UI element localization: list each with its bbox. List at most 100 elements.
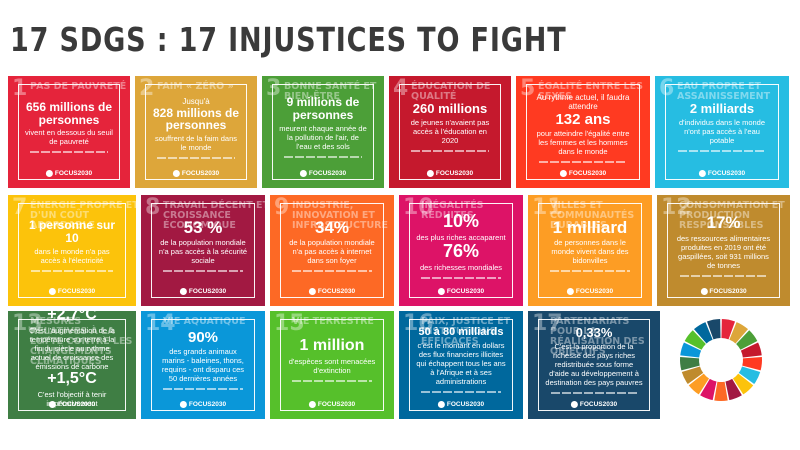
sdg-name: PARTENARIATS POUR LA RÉALISATION DES OBJ… <box>550 316 645 357</box>
sdg-tile-12: 12 CONSOMMATION ET PRODUCTION RESPONSABLE… <box>657 195 790 306</box>
sdg-tile-11: 11 VILLES ET COMMUNAUTÉS DURABLES 1 millia… <box>528 195 652 306</box>
logo-mark-icon <box>179 400 187 408</box>
fact-headline: 828 millions de personnes <box>152 105 240 133</box>
fact-card: 2 milliards d'individus dans le monde n'o… <box>665 84 779 180</box>
fact-text: dans le monde n'a pas accès à l'électric… <box>34 246 110 265</box>
fact-text-2: C'est l'objectif à tenir impérativement <box>37 389 107 408</box>
sdg-name: VILLES ET COMMUNAUTÉS DURABLES <box>550 200 635 231</box>
fact-headline-2: +1,5°C <box>47 370 97 387</box>
sdg-tile-7: 7 ÉNERGIE PROPRE ET D'UN COÛT ABORDABLE 1 … <box>8 195 136 306</box>
sdg-tile-6: 6 EAU PROPRE ET ASSAINISSEMENT 2 milliards… <box>655 76 789 188</box>
sdg-tile-17: 17 PARTENARIATS POUR LA RÉALISATION DES O… <box>528 311 660 419</box>
fact-headline: 132 ans <box>555 110 611 128</box>
fact-card: Jusqu'à 828 millions de personnes souffren… <box>145 84 247 180</box>
fact-text: vivent en dessous du seuil de pauvreté <box>25 128 113 147</box>
wheel-segment <box>680 342 702 358</box>
fact-text: de la population mondiale n'a pas accès … <box>158 238 248 266</box>
sdg-tile-9: 9 INDUSTRIE, INNOVATION ET INFRASTRUCTURE… <box>270 195 394 306</box>
fact-headline: 34% <box>314 217 350 237</box>
logo-mark-icon <box>559 169 567 177</box>
logo-text: FOCUS2030 <box>709 288 747 295</box>
fact-card: 656 millions de personnes vivent en desso… <box>18 84 120 180</box>
wheel-segment <box>706 319 721 340</box>
fact-card: 50 à 80 milliards c'est le montant en dol… <box>409 319 513 411</box>
focus2030-logo: FOCUS2030 <box>700 287 747 295</box>
focus2030-logo: FOCUS2030 <box>45 169 92 177</box>
fact-card: 0,33% C'est la proportion de la richesse … <box>538 319 650 411</box>
logo-text: FOCUS2030 <box>707 170 746 177</box>
fine-print-lines <box>421 276 501 279</box>
sdg-tile-1: 1 PAS DE PAUVRETÉ 656 millions de personne… <box>8 76 130 188</box>
focus2030-logo: FOCUS2030 <box>48 400 96 408</box>
sdg-name: ÉDUCATION DE QUALITÉ <box>411 81 491 102</box>
focus2030-logo: FOCUS2030 <box>426 169 473 177</box>
logo-text: FOCUS2030 <box>575 288 614 295</box>
sdg-wheel-logo <box>680 319 762 401</box>
wheel-segment <box>688 373 710 395</box>
logo-mark-icon <box>48 400 56 408</box>
sdg-number: 9 <box>274 195 290 220</box>
fact-text: de personnes dans le monde vivent dans d… <box>551 238 629 266</box>
logo-mark-icon <box>308 400 316 408</box>
sdg-tile-3: 3 BONNE SANTÉ ET BIEN-ÊTRE 9 millions de p… <box>262 76 384 188</box>
fine-print-lines <box>679 274 768 277</box>
focus2030-logo: FOCUS2030 <box>698 169 746 177</box>
fact-card: 1 personne sur 10 dans le monde n'a pas a… <box>18 203 126 298</box>
fact-text: meurent chaque année de la pollution de … <box>279 123 367 151</box>
fact-headline: +2,7°C <box>47 311 97 324</box>
sdg-number: 8 <box>145 195 161 220</box>
sdg-number: 13 <box>12 311 43 336</box>
wheel-segment <box>736 330 758 350</box>
logo-mark-icon <box>437 400 445 408</box>
sdg-number: 2 <box>139 76 155 101</box>
logo-text: FOCUS2030 <box>317 288 356 295</box>
fact-text: de la population mondiale n'a pas accès … <box>289 238 375 266</box>
focus2030-logo: FOCUS2030 <box>308 287 356 295</box>
sdg-tile-10: 10 INÉGALITÉS RÉDUITES 10% des plus riches … <box>399 195 523 306</box>
fact-text: d'individus dans le monde n'ont pas accè… <box>678 117 766 145</box>
logo-text: FOCUS2030 <box>579 401 618 408</box>
fact-card: Au rythme actuel, il faudra attendre 132 … <box>526 84 640 180</box>
fact-headline: 1 personne sur 10 <box>28 218 116 245</box>
fact-text-2: des richesses mondiales <box>419 262 503 272</box>
page-title: 17 SDGS : 17 INJUSTICES TO FIGHT <box>10 20 567 59</box>
sdg-name: EAU PROPRE ET ASSAINISSEMENT <box>677 81 771 102</box>
sdg-name: CONSOMMATION ET PRODUCTION RESPONSABLES <box>679 200 785 231</box>
sdg-number: 5 <box>520 76 536 101</box>
fact-card: 1 milliard de personnes dans le monde viv… <box>538 203 642 298</box>
sdg-tile-15: 15 VIE TERRESTRE 1 million d'espèces sont m… <box>270 311 394 419</box>
sdg-name: PAIX, JUSTICE ET INSTITUTIONS EFFICACES <box>421 316 511 347</box>
fine-print-lines <box>30 269 114 272</box>
logo-mark-icon <box>172 169 180 177</box>
wheel-segment <box>721 319 736 340</box>
logo-text: FOCUS2030 <box>57 401 96 408</box>
logo-text: FOCUS2030 <box>57 288 96 295</box>
logo-text: FOCUS2030 <box>446 288 485 295</box>
fact-text: des ressources alimentaires produites en… <box>676 233 771 270</box>
logo-mark-icon <box>48 287 56 295</box>
focus2030-logo: FOCUS2030 <box>437 287 485 295</box>
logo-mark-icon <box>698 169 706 177</box>
logo-text: FOCUS2030 <box>317 401 356 408</box>
fact-headline: 17% <box>706 213 741 233</box>
sdg-name: VIE TERRESTRE <box>292 316 374 327</box>
fine-print-lines <box>539 161 627 164</box>
logo-mark-icon <box>426 169 434 177</box>
fact-headline-2: 76% <box>442 241 480 261</box>
logo-text: FOCUS2030 <box>446 401 485 408</box>
wheel-segment <box>684 330 706 350</box>
focus2030-logo: FOCUS2030 <box>559 169 606 177</box>
focus2030-logo: FOCUS2030 <box>172 169 219 177</box>
sdg-tile-14: 14 VIE AQUATIQUE 90% des grands animaux mar… <box>141 311 265 419</box>
fact-text: pour atteindre l'égalité entre les femme… <box>536 129 630 157</box>
focus2030-logo: FOCUS2030 <box>570 400 618 408</box>
fact-text: C'est la proportion de la richesse des p… <box>545 341 643 387</box>
sdg-number: 6 <box>659 76 675 101</box>
wheel-segment <box>729 322 749 344</box>
fact-headline: 50 à 80 milliards <box>418 326 504 339</box>
fact-headline: 1 million <box>299 337 365 355</box>
logo-mark-icon <box>570 400 578 408</box>
sdg-tile-4: 4 ÉDUCATION DE QUALITÉ 260 millions de jeun… <box>389 76 511 188</box>
fact-text: C'est l'augmentation de la température s… <box>29 326 115 371</box>
logo-mark-icon <box>299 169 307 177</box>
